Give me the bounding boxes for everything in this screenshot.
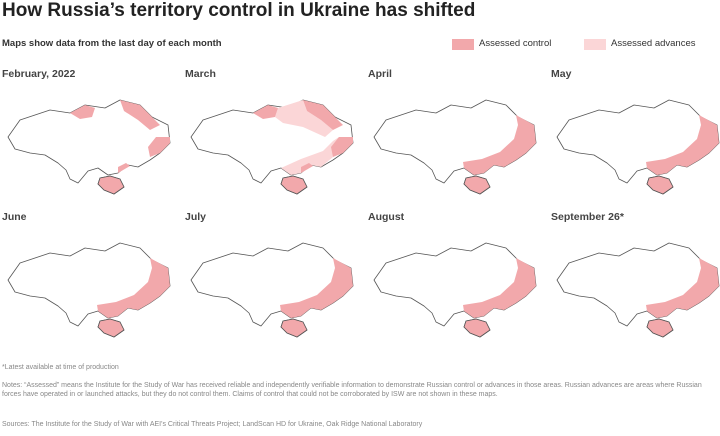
region: [275, 100, 333, 137]
map: [190, 99, 354, 195]
legend-swatch: [452, 39, 474, 50]
region: [70, 100, 160, 130]
panel-label: August: [368, 211, 405, 223]
region: [463, 258, 536, 318]
region: [464, 319, 490, 337]
crimea-outline: [463, 318, 491, 338]
map: [7, 99, 171, 195]
region: [647, 319, 673, 337]
region: [281, 137, 339, 175]
map: [556, 99, 720, 195]
crimea-outline: [646, 318, 674, 338]
panel-label: July: [185, 211, 207, 223]
region: [464, 176, 490, 194]
subtitle: Maps show data from the last day of each…: [2, 38, 222, 49]
map: [7, 242, 171, 338]
panel-label: April: [368, 68, 392, 80]
crimea-outline: [463, 175, 491, 195]
legend-label: Assessed advances: [611, 38, 696, 49]
region: [301, 137, 353, 173]
crimea-outline: [97, 318, 125, 338]
region: [281, 319, 307, 337]
panel-label: March: [185, 68, 216, 80]
panel-label: May: [551, 68, 572, 80]
region: [118, 137, 170, 173]
title: How Russia’s territory control in Ukrain…: [2, 0, 476, 21]
panel-label: September 26*: [551, 211, 624, 223]
region: [281, 176, 307, 194]
sources: Sources: The Institute for the Study of …: [2, 421, 423, 428]
region: [98, 319, 124, 337]
panel-label: June: [2, 211, 27, 223]
panel-label: February, 2022: [2, 68, 76, 80]
crimea-outline: [97, 175, 125, 195]
map: [373, 99, 537, 195]
footnote: *Latest available at time of production: [2, 364, 119, 371]
region: [646, 115, 719, 175]
region: [97, 258, 170, 318]
legend-label: Assessed control: [479, 38, 552, 49]
region: [646, 258, 719, 318]
region: [280, 258, 353, 318]
legend-swatch: [584, 39, 606, 50]
region: [647, 176, 673, 194]
map: [190, 242, 354, 338]
region: [98, 176, 124, 194]
crimea-outline: [646, 175, 674, 195]
crimea-outline: [280, 175, 308, 195]
map: [556, 242, 720, 338]
region: [463, 115, 536, 175]
region: [253, 100, 343, 130]
map: [373, 242, 537, 338]
crimea-outline: [280, 318, 308, 338]
notes: Notes: “Assessed” means the Institute fo…: [2, 382, 702, 398]
